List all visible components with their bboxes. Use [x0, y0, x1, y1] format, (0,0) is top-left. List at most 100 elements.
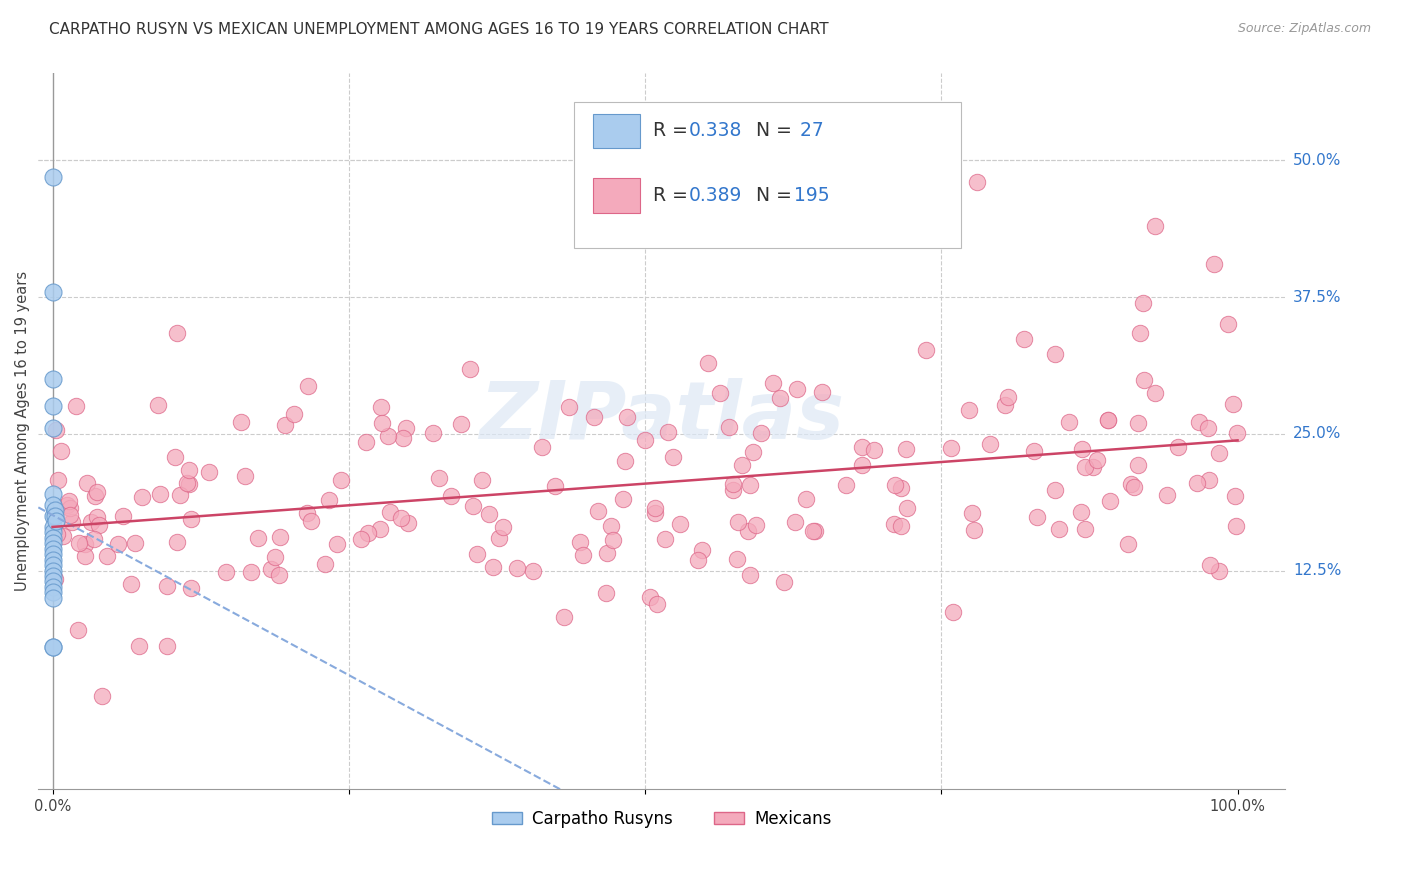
Point — [41, 564, 63, 578]
Point — [478, 507, 501, 521]
Point — [717, 419, 740, 434]
Text: CARPATHO RUSYN VS MEXICAN UNEMPLOYMENT AMONG AGES 16 TO 19 YEARS CORRELATION CHA: CARPATHO RUSYN VS MEXICAN UNEMPLOYMENT A… — [49, 22, 828, 37]
Point — [41, 640, 63, 654]
Point — [427, 471, 450, 485]
Point — [725, 552, 748, 566]
Point — [1116, 536, 1139, 550]
Point — [79, 515, 101, 529]
Point — [522, 564, 544, 578]
Point — [803, 524, 825, 538]
Point — [941, 441, 963, 455]
Point — [267, 568, 290, 582]
Point — [41, 285, 63, 299]
Point — [44, 572, 66, 586]
Text: 12.5%: 12.5% — [1294, 563, 1341, 578]
Point — [654, 533, 676, 547]
Point — [215, 565, 238, 579]
Point — [786, 382, 808, 396]
Point — [86, 484, 108, 499]
Point — [41, 574, 63, 589]
Point — [1097, 413, 1119, 427]
Point — [128, 639, 150, 653]
Point — [862, 443, 884, 458]
Point — [1119, 477, 1142, 491]
Point — [915, 343, 938, 358]
Point — [1126, 416, 1149, 430]
Point — [1199, 558, 1222, 573]
Point — [58, 493, 80, 508]
Point — [851, 458, 873, 472]
Point — [41, 541, 63, 556]
Point — [794, 492, 817, 507]
Point — [1045, 346, 1067, 360]
Point — [1208, 564, 1230, 578]
Point — [883, 478, 905, 492]
Point — [1223, 489, 1246, 503]
Point — [377, 429, 399, 443]
Point — [83, 532, 105, 546]
Point — [1122, 480, 1144, 494]
Point — [558, 400, 581, 414]
Point — [709, 386, 731, 401]
Point — [1057, 415, 1080, 429]
Point — [602, 533, 624, 547]
Point — [120, 576, 142, 591]
Point — [149, 487, 172, 501]
Point — [851, 440, 873, 454]
Text: 27: 27 — [794, 121, 824, 141]
Text: ZIPatlas: ZIPatlas — [479, 378, 844, 456]
Point — [169, 488, 191, 502]
Point — [67, 536, 90, 550]
Point — [644, 501, 666, 516]
Point — [41, 552, 63, 566]
Point — [1143, 219, 1166, 233]
Point — [297, 379, 319, 393]
Point — [586, 504, 609, 518]
Point — [1133, 373, 1156, 387]
Point — [745, 518, 768, 533]
Point — [1226, 426, 1249, 441]
Point — [156, 639, 179, 653]
Point — [392, 431, 415, 445]
Point — [890, 481, 912, 495]
Point — [45, 526, 67, 541]
Point — [180, 582, 202, 596]
Point — [84, 489, 107, 503]
Point — [1073, 522, 1095, 536]
Text: 37.5%: 37.5% — [1294, 290, 1341, 305]
Point — [942, 605, 965, 619]
Point — [997, 390, 1019, 404]
Point — [59, 501, 82, 516]
Point — [690, 543, 713, 558]
Point — [274, 417, 297, 432]
Point — [240, 566, 263, 580]
Point — [669, 516, 692, 531]
Point — [1043, 483, 1066, 497]
Bar — [593, 114, 641, 148]
Point — [41, 640, 63, 654]
Point — [1185, 475, 1208, 490]
Point — [697, 356, 720, 370]
Point — [1126, 458, 1149, 472]
Point — [41, 580, 63, 594]
Point — [1085, 453, 1108, 467]
Point — [583, 409, 606, 424]
Point — [731, 458, 754, 472]
Point — [422, 425, 444, 440]
Point — [595, 586, 617, 600]
Point — [156, 579, 179, 593]
Point — [66, 624, 89, 638]
Point — [440, 489, 463, 503]
Point — [1225, 519, 1247, 533]
Point — [889, 519, 911, 533]
Point — [314, 557, 336, 571]
Point — [41, 508, 63, 523]
Point — [458, 362, 481, 376]
Point — [124, 535, 146, 549]
Point — [811, 385, 834, 400]
Point — [1188, 415, 1211, 429]
Point — [91, 690, 114, 704]
Point — [962, 506, 984, 520]
Point — [41, 169, 63, 184]
Legend: Carpatho Rusyns, Mexicans: Carpatho Rusyns, Mexicans — [485, 804, 838, 835]
